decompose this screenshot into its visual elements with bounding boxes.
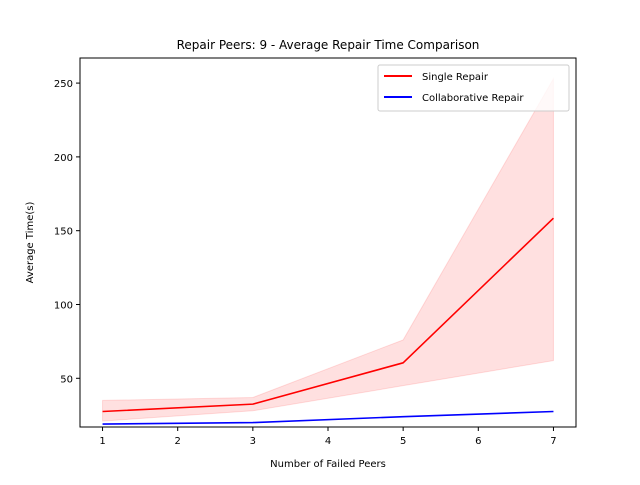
line-collaborative-repair xyxy=(102,410,554,425)
chart-title: Repair Peers: 9 - Average Repair Time Co… xyxy=(177,38,480,52)
legend-box xyxy=(377,64,570,112)
y-tick-label: 50 xyxy=(60,374,73,385)
y-tick-label: 100 xyxy=(54,300,73,311)
x-tick-label: 5 xyxy=(400,436,406,447)
band-single-repair xyxy=(102,76,554,422)
x-tick-label: 2 xyxy=(175,436,181,447)
x-tick-label: 7 xyxy=(550,436,556,447)
y-tick-label: 200 xyxy=(54,153,73,164)
legend-label-collaborative-repair: Collaborative Repair xyxy=(422,93,524,104)
y-axis-label: Average Time(s) xyxy=(25,202,36,284)
y-tick-label: 250 xyxy=(54,79,73,90)
x-tick-label: 1 xyxy=(99,436,105,447)
legend-label-single-repair: Single Repair xyxy=(422,72,489,83)
x-tick-label: 6 xyxy=(475,436,481,447)
legend: Single Repair Collaborative Repair xyxy=(377,64,570,112)
x-tick-label: 4 xyxy=(325,436,331,447)
x-axis-label: Number of Failed Peers xyxy=(270,459,386,470)
line-single-repair xyxy=(102,217,555,413)
x-axis-ticks: 1 2 3 4 5 6 7 xyxy=(99,427,557,447)
confidence-bands xyxy=(102,76,554,422)
series-lines xyxy=(102,217,555,425)
x-tick-label: 3 xyxy=(250,436,256,447)
y-axis-ticks: 50 100 150 200 250 xyxy=(54,79,80,385)
y-tick-label: 150 xyxy=(54,227,73,238)
